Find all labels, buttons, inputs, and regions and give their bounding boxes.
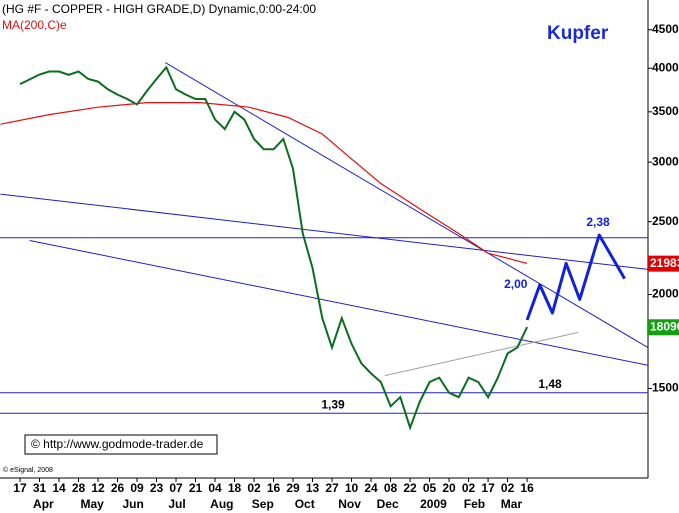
x-tick-label: 09: [130, 481, 144, 495]
x-tick-label: 13: [306, 481, 320, 495]
x-tick-label: 07: [169, 481, 183, 495]
month-label: Mar: [501, 497, 523, 511]
x-tick-label: 12: [91, 481, 105, 495]
y-tick-label: 15000: [652, 381, 679, 395]
x-tick-label: 18: [228, 481, 242, 495]
x-tick-label: 21: [189, 481, 203, 495]
x-tick-label: 22: [403, 481, 417, 495]
month-label: Oct: [295, 497, 315, 511]
x-tick-label: 08: [384, 481, 398, 495]
month-label: Dec: [377, 497, 399, 511]
chart-subtitle: Kupfer: [547, 23, 609, 44]
x-tick-label: 26: [111, 481, 125, 495]
y-tick-label: 45000: [652, 22, 679, 36]
month-label: Jul: [168, 497, 185, 511]
plot-area: [0, 62, 648, 431]
copyright-box: [24, 434, 218, 455]
price-line: [19, 65, 529, 431]
month-label: Aug: [210, 497, 233, 511]
projection-label: 2,00: [504, 277, 528, 291]
x-tick-label: 28: [72, 481, 86, 495]
month-label: Apr: [33, 497, 54, 511]
y-tick-label: 40000: [652, 60, 679, 74]
x-tick-label: 14: [52, 481, 66, 495]
projection-line: [525, 233, 626, 321]
x-tick-label: 20: [442, 481, 456, 495]
trendline: [165, 62, 648, 349]
trendline: [29, 240, 648, 366]
x-tick-label: 02: [247, 481, 261, 495]
x-tick-label: 16: [520, 481, 534, 495]
copyright: © http://www.godmode-trader.de: [31, 437, 204, 451]
x-tick-label: 23: [150, 481, 164, 495]
month-label: Feb: [464, 497, 485, 511]
x-tick-label: 04: [208, 481, 222, 495]
trendline: [0, 193, 648, 270]
x-tick-label: 05: [423, 481, 437, 495]
last-value-box: [648, 319, 679, 336]
source: © eSignal, 2008: [3, 466, 53, 474]
y-tick-label: 25000: [652, 214, 679, 228]
month-label: Jun: [122, 497, 143, 511]
ma-legend: MA(200,C)e: [2, 18, 67, 32]
x-tick-label: 27: [325, 481, 339, 495]
x-tick-label: 17: [481, 481, 495, 495]
ma-line: [0, 101, 528, 264]
month-label: May: [80, 497, 104, 511]
x-tick-label: 16: [267, 481, 281, 495]
chart-title: (HG #F - COPPER - HIGH GRADE,D) Dynamic,…: [2, 2, 316, 16]
month-label: 2009: [420, 497, 447, 511]
x-tick-label: 17: [13, 481, 27, 495]
x-tick-label: 24: [364, 481, 378, 495]
x-tick-label: 29: [286, 481, 300, 495]
x-tick-label: 02: [501, 481, 515, 495]
month-label: Nov: [338, 497, 361, 511]
level-label: 1,48: [538, 377, 562, 391]
level-label: 2,38: [586, 215, 610, 229]
last-value-label: 18090: [650, 319, 679, 333]
x-tick-label: 31: [33, 481, 47, 495]
last-value-box: [648, 255, 679, 272]
last-value-label: 21983: [650, 256, 679, 270]
x-tick-label: 02: [462, 481, 476, 495]
x-tick-label: 10: [345, 481, 359, 495]
y-tick-label: 30000: [652, 154, 679, 168]
level-label: 1,39: [321, 397, 345, 411]
month-label: Sep: [252, 497, 274, 511]
y-tick-label: 35000: [652, 104, 679, 118]
trendline: [384, 332, 578, 377]
y-tick-label: 20000: [652, 287, 679, 301]
